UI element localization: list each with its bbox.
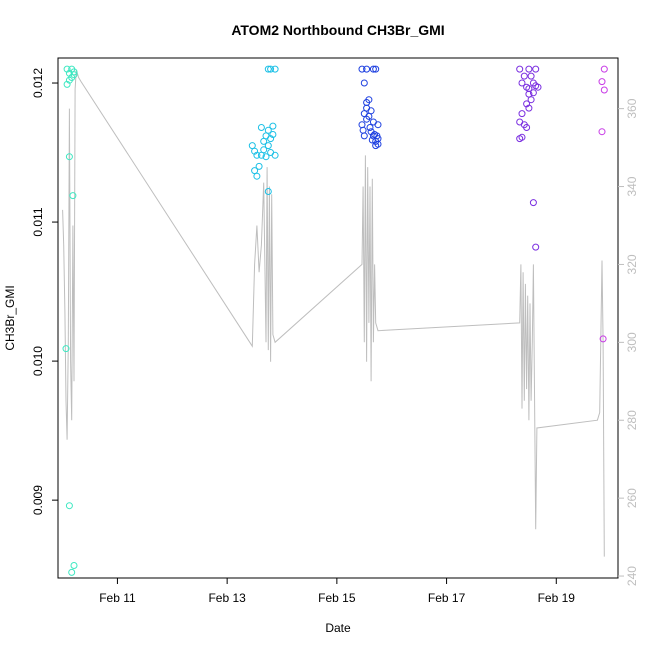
data-point: [374, 140, 382, 148]
x-axis-label: Date: [325, 621, 351, 635]
data-point: [70, 68, 78, 76]
data-point: [359, 126, 367, 134]
data-point: [518, 133, 526, 141]
data-point: [598, 128, 606, 136]
data-point: [516, 65, 524, 73]
data-point: [63, 80, 71, 88]
data-point: [267, 135, 275, 143]
y-tick-label: 0.011: [31, 207, 45, 236]
data-point: [369, 65, 377, 73]
data-point: [527, 96, 535, 104]
data-point: [529, 89, 537, 97]
data-point: [271, 151, 279, 159]
data-point: [267, 65, 275, 73]
data-point: [523, 124, 531, 131]
y2-tick-label: 360: [625, 98, 639, 118]
data-point: [366, 124, 374, 131]
y2-tick-label: 240: [625, 566, 639, 586]
data-point: [525, 104, 533, 112]
series-line: [62, 69, 605, 557]
data-point: [372, 65, 380, 73]
data-point: [600, 65, 608, 73]
data-point: [253, 151, 261, 159]
data-point: [251, 167, 259, 175]
y2-tick-label: 300: [625, 332, 639, 352]
data-point: [527, 72, 535, 80]
data-point: [599, 335, 607, 343]
y-axis-label: CH3Br_GMI: [3, 285, 17, 350]
data-point: [525, 65, 533, 73]
data-point: [68, 568, 76, 576]
data-point: [534, 83, 542, 91]
data-point: [269, 122, 277, 130]
y2-tick-label: 340: [625, 176, 639, 196]
chart-title: ATOM2 Northbound CH3Br_GMI: [231, 22, 444, 38]
data-point: [518, 79, 526, 87]
x-tick-label: Feb 17: [428, 591, 466, 605]
data-point: [257, 124, 265, 131]
data-point: [70, 71, 78, 79]
data-point: [63, 65, 71, 73]
data-point: [520, 72, 528, 80]
y2-tick-label: 280: [625, 410, 639, 430]
data-point: [253, 172, 261, 180]
data-point: [65, 69, 73, 77]
data-point: [360, 79, 368, 87]
data-point: [358, 65, 366, 73]
y-tick-label: 0.009: [31, 485, 45, 515]
data-point: [365, 96, 373, 104]
x-tick-label: Feb 15: [318, 591, 356, 605]
data-point: [251, 147, 259, 155]
data-point: [264, 65, 272, 73]
data-point: [267, 149, 275, 156]
data-point: [70, 562, 78, 569]
data-point: [264, 188, 272, 195]
y-tick-label: 0.012: [31, 68, 45, 98]
data-point: [264, 142, 272, 150]
data-point: [62, 345, 70, 353]
data-point: [65, 153, 73, 161]
plot-frame: [57, 57, 619, 579]
data-point: [518, 110, 526, 118]
y2-tick-label: 320: [625, 254, 639, 274]
y-tick-label: 0.010: [31, 346, 45, 376]
data-point: [358, 121, 366, 129]
data-point: [532, 65, 540, 73]
x-tick-label: Feb 19: [538, 591, 576, 605]
data-point: [69, 192, 77, 200]
data-point: [598, 78, 606, 86]
data-point: [367, 107, 375, 115]
data-point: [360, 132, 368, 140]
x-tick-label: Feb 11: [99, 591, 136, 605]
data-point: [262, 153, 270, 161]
data-point: [255, 162, 263, 170]
data-point: [374, 121, 382, 129]
data-point: [529, 199, 537, 207]
data-point: [532, 243, 540, 251]
data-point: [269, 131, 277, 138]
data-point: [523, 100, 531, 108]
data-point: [65, 502, 73, 510]
data-point: [363, 65, 371, 73]
y2-tick-label: 260: [625, 488, 639, 508]
data-point: [257, 151, 265, 159]
data-point: [264, 126, 272, 134]
data-point: [271, 65, 279, 73]
data-point: [248, 142, 256, 150]
data-point: [600, 86, 608, 94]
x-tick-label: Feb 13: [208, 591, 246, 605]
